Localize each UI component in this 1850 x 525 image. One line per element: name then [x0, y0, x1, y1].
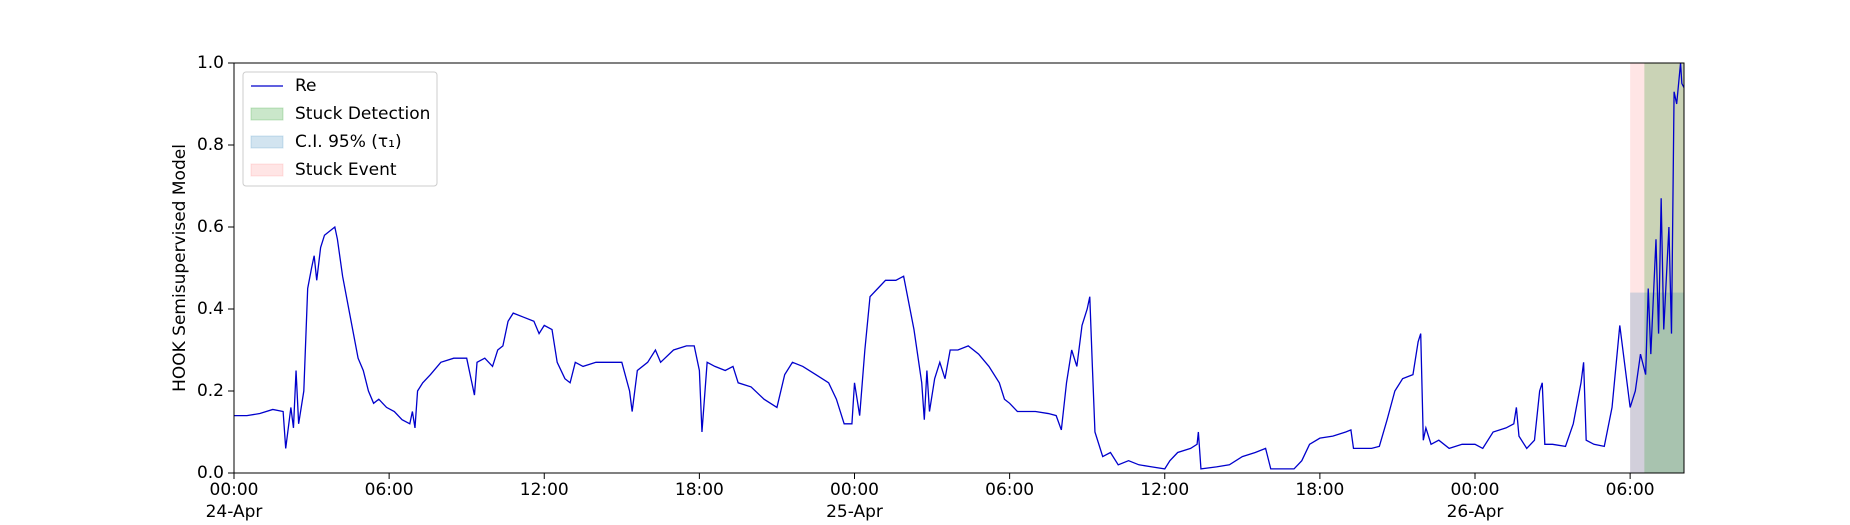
legend-label: Re — [295, 76, 317, 96]
legend-patch — [250, 107, 284, 121]
x-tick-label: 18:00 — [1295, 480, 1344, 500]
y-tick-label: 0.0 — [197, 463, 224, 483]
legend-box — [242, 71, 438, 187]
x-tick-label: 00:00 — [1451, 480, 1500, 500]
x-tick-label: 00:00 — [830, 480, 879, 500]
x-tick-label: 06:00 — [985, 480, 1034, 500]
y-axis-label: HOOK Semisupervised Model — [170, 144, 190, 392]
x-tick-label: 00:00 — [210, 480, 259, 500]
legend: Re Stuck Detection C.I. 95% (τ₁) Stuck Even… — [242, 71, 438, 187]
y-tick-label: 0.4 — [197, 299, 224, 319]
legend-patch — [250, 135, 284, 149]
y-tick-label: 1.0 — [197, 53, 224, 73]
span — [1644, 63, 1684, 473]
plot-frame — [233, 62, 1685, 474]
x-tick-date: 25-Apr — [826, 502, 883, 522]
x-tick-year: 1900 — [212, 523, 255, 525]
span — [1630, 292, 1684, 473]
legend-label: C.I. 95% (τ₁) — [295, 132, 402, 152]
x-tick-label: 06:00 — [365, 480, 414, 500]
legend-patch — [250, 163, 284, 177]
y-tick-label: 0.8 — [197, 135, 224, 155]
legend-label: Stuck Event — [295, 160, 397, 180]
x-tick-label: 06:00 — [1606, 480, 1655, 500]
x-tick-label: 12:00 — [520, 480, 569, 500]
y-tick-label: 0.2 — [197, 381, 224, 401]
legend-label: Stuck Detection — [295, 104, 430, 124]
x-tick-date: 24-Apr — [206, 502, 263, 522]
y-tick-label: 0.6 — [197, 217, 224, 237]
series-line — [234, 62, 1685, 470]
x-tick-label: 12:00 — [1140, 480, 1189, 500]
x-tick-label: 18:00 — [675, 480, 724, 500]
x-tick-date: 26-Apr — [1447, 502, 1504, 522]
